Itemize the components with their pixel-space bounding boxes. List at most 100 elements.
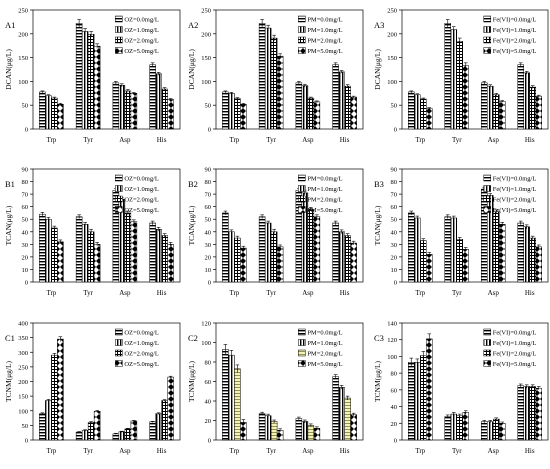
y-tick-label: 150 — [18, 394, 28, 401]
bar — [456, 415, 463, 441]
y-tick-label: 50 — [22, 217, 29, 224]
y-tick-label: 80 — [391, 371, 398, 378]
bar — [161, 400, 168, 441]
plot-frame — [32, 9, 181, 130]
legend-label: Fe(VI)=2.0mg/L — [493, 197, 537, 204]
legend-swatch — [483, 328, 492, 336]
bar — [112, 433, 120, 441]
bar — [75, 23, 83, 130]
legend-swatch — [115, 339, 123, 346]
bar — [39, 213, 46, 283]
bar — [258, 216, 266, 283]
bar — [426, 338, 433, 441]
bar — [535, 246, 542, 283]
legend-label: Fe(VI)=0.0mg/L — [493, 17, 537, 24]
y-tick-label: 250 — [201, 8, 211, 15]
bar — [487, 421, 494, 441]
y-tick-label: 120 — [387, 337, 397, 344]
legend-swatch — [298, 328, 306, 336]
plot-frame — [215, 168, 364, 283]
legend: PM=0.0mg/L PM=1.0mg/L PM=2.0mg/L PM=5.0mg/L — [298, 174, 343, 214]
legend-swatch — [115, 174, 123, 182]
bar — [450, 29, 457, 130]
y-tick-label: 40 — [391, 404, 398, 411]
y-tick-label: 60 — [22, 204, 29, 211]
y-tick-label: 150 — [201, 55, 211, 62]
plot-frame — [401, 322, 549, 441]
x-tick-label: Tyr — [452, 447, 462, 455]
y-tick-label: 80 — [205, 360, 212, 367]
bar — [408, 212, 415, 283]
bar — [481, 421, 488, 441]
legend-swatch — [115, 349, 123, 357]
bar — [75, 216, 83, 283]
bar — [529, 386, 536, 441]
legend-label: PM=5.0mg/L — [307, 361, 342, 368]
y-tick-label: 100 — [387, 79, 397, 86]
chart-panel-b2: 0 10 20 30 40 50 60 70 80 90 TCAN(μg/L) B2 Trp Tyr Asp… — [187, 167, 364, 297]
y-tick-label: 20 — [205, 418, 212, 425]
bar — [112, 82, 120, 130]
y-tick-label: 50 — [22, 423, 29, 430]
y-tick-label: 0 — [25, 438, 28, 445]
bar — [481, 188, 488, 283]
x-tick-label: Trp — [229, 447, 239, 455]
legend-swatch — [483, 36, 492, 44]
chart-panel-b3: 0 10 20 30 40 50 60 70 80 90 TCAN(μg/L) B3 Trp Tyr Asp… — [373, 167, 549, 297]
y-tick-label: 30 — [391, 242, 398, 249]
legend-label: PM=5.0mg/L — [307, 48, 342, 55]
y-tick-label: 50 — [391, 217, 398, 224]
legend-label: Fe(VI)=2.0mg/L — [493, 351, 537, 358]
x-tick-label: Asp — [488, 136, 500, 144]
y-tick-label: 0 — [25, 127, 28, 134]
bar — [124, 428, 132, 441]
x-tick-label: His — [525, 136, 535, 144]
bar — [130, 93, 138, 130]
bar — [332, 222, 339, 283]
bar — [130, 221, 138, 283]
x-tick-label: Tyr — [266, 136, 276, 144]
bar — [493, 94, 500, 130]
y-tick-label: 250 — [18, 8, 28, 15]
legend-swatch — [115, 360, 123, 367]
x-tick-label: Tyr — [83, 289, 93, 297]
y-tick-label: 0 — [25, 280, 28, 287]
legend-label: Fe(VI)=5.0mg/L — [493, 207, 537, 214]
legend: Fe(VI)=0.0mg/L Fe(VI)=1.0mg/L Fe(VI)=2.0mg… — [483, 15, 537, 55]
y-tick-label: 50 — [391, 103, 398, 110]
bar — [276, 55, 284, 130]
bar — [155, 229, 162, 283]
bar — [313, 101, 321, 130]
legend-swatch — [483, 206, 492, 213]
bar — [51, 354, 58, 441]
bar — [81, 223, 89, 283]
legend-swatch — [115, 206, 123, 213]
y-tick-label: 200 — [18, 31, 28, 38]
x-tick-label: His — [157, 447, 167, 455]
x-tick-label: His — [157, 289, 167, 297]
legend: Fe(VI)=0.0mg/L Fe(VI)=1.0mg/L Fe(VI)=2.0mg… — [483, 174, 537, 214]
legend-swatch — [483, 15, 492, 23]
bar — [240, 103, 247, 130]
x-tick-label: Asp — [302, 447, 314, 455]
panel-label: C1 — [5, 333, 15, 343]
bar — [462, 249, 469, 283]
y-tick-label: 40 — [205, 229, 212, 236]
bar — [444, 416, 451, 441]
x-tick-label: His — [340, 136, 350, 144]
legend-swatch — [298, 349, 306, 357]
bar — [350, 242, 357, 283]
legend-label: OZ=5.0mg/L — [124, 361, 159, 368]
y-tick-label: 60 — [205, 379, 212, 386]
panel-label: A1 — [5, 20, 15, 30]
legend-label: PM=0.0mg/L — [307, 176, 342, 183]
bar — [332, 376, 339, 441]
bar — [264, 415, 272, 441]
y-tick-label: 100 — [201, 340, 211, 347]
bar — [93, 244, 101, 283]
y-tick-label: 10 — [205, 267, 212, 274]
x-tick-label: Asp — [119, 447, 131, 455]
bar — [270, 231, 278, 283]
bar — [535, 95, 542, 130]
legend-label: OZ=0.0mg/L — [124, 17, 159, 24]
